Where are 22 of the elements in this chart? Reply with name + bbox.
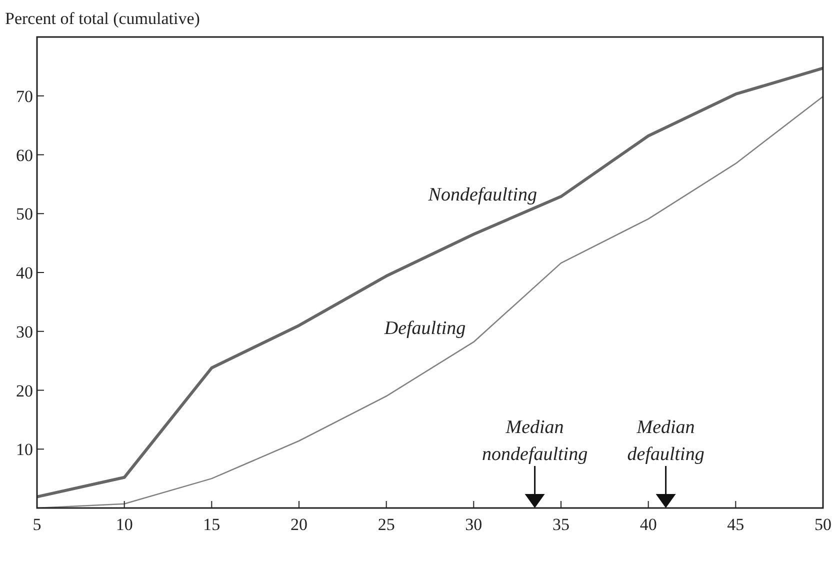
ref-line-label: Median nondefaulting [482,417,588,465]
y-axis-title: Percent of total (cumulative) [5,9,200,28]
x-tick-label: 50 [814,515,832,534]
x-tick-label: 30 [465,515,482,534]
x-tick-label: 25 [378,515,395,534]
y-tick-label: 20 [16,381,33,400]
y-tick-label: 60 [16,146,33,165]
series-label: Nondefaulting [427,184,537,206]
y-tick-label: 10 [16,440,33,460]
x-tick-label: 40 [640,515,657,534]
ref-line-label: Median defaulting [627,417,704,465]
x-tick-label: 5 [32,515,42,534]
y-tick-label: 40 [16,264,33,282]
y-tick-label: 30 [16,322,33,342]
y-tick-label: 50 [16,204,33,224]
x-tick-label: 15 [203,515,220,534]
series-label: Defaulting [383,318,466,339]
x-tick-label: 35 [552,515,570,534]
x-tick-label: 20 [290,515,308,534]
x-tick-label: 45 [727,515,744,534]
x-tick-label: 10 [116,515,133,534]
y-tick-label: 70 [16,86,33,106]
